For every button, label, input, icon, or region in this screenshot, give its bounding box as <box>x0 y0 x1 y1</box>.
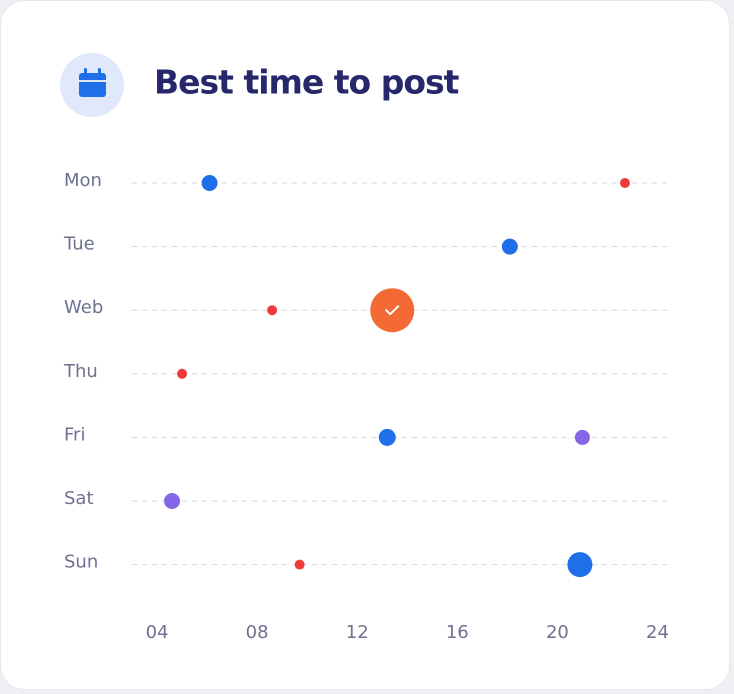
dot <box>378 428 396 446</box>
dot <box>267 305 278 316</box>
y-tick-label: Web <box>64 297 103 318</box>
x-tick-label: 12 <box>346 622 369 643</box>
dot <box>201 175 218 191</box>
dot <box>619 178 630 188</box>
dot <box>164 493 181 509</box>
y-tick-label: Tue <box>63 234 95 255</box>
dot <box>501 238 518 255</box>
x-tick-label: 20 <box>546 622 569 643</box>
check-icon <box>385 305 400 316</box>
chart-title: Best time to post <box>154 63 460 102</box>
x-tick-label: 24 <box>646 622 669 643</box>
dot <box>574 429 590 445</box>
x-tick-label: 16 <box>446 622 469 643</box>
highlight-dot <box>370 288 415 333</box>
y-tick-label: Sat <box>64 488 94 509</box>
y-tick-label: Sun <box>64 552 98 573</box>
calendar-icon <box>79 68 106 97</box>
dot <box>567 552 593 578</box>
dot <box>294 559 305 570</box>
x-tick-label: 08 <box>246 622 269 643</box>
dot <box>177 368 188 379</box>
y-tick-label: Thu <box>63 361 98 382</box>
y-tick-label: Fri <box>64 424 85 445</box>
y-tick-label: Mon <box>64 170 102 191</box>
x-tick-label: 04 <box>146 622 169 643</box>
